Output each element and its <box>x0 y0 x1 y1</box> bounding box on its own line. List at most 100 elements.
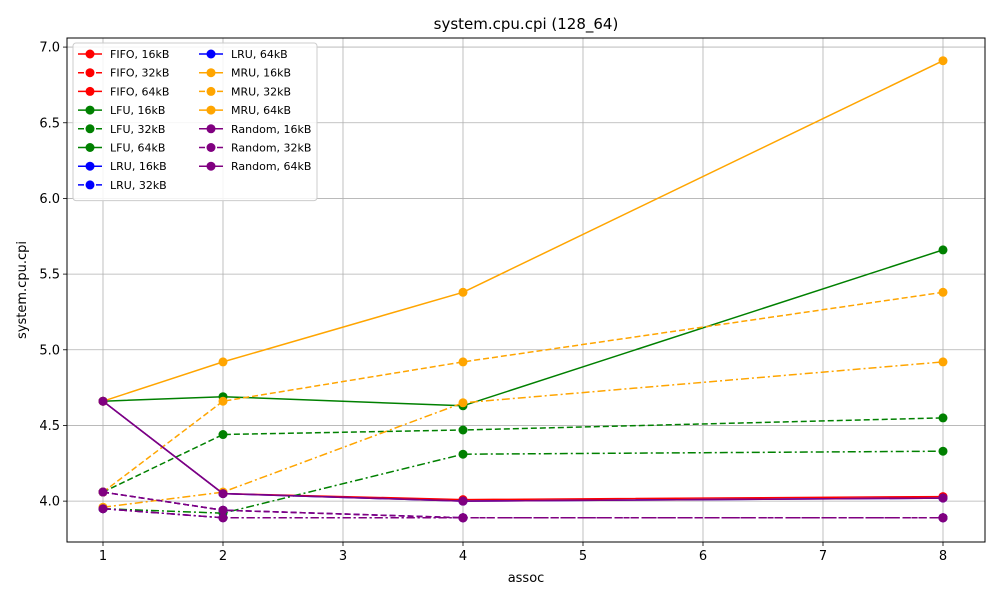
legend-label: Random, 32kB <box>231 142 311 155</box>
series-line-mru-16kb <box>102 60 944 402</box>
data-point-random-32kb <box>98 487 108 497</box>
x-tick-label: 5 <box>579 549 587 564</box>
x-tick-label: 1 <box>99 549 107 564</box>
series-line-random-16kb <box>102 400 944 502</box>
data-point-lfu-32kb <box>458 425 468 435</box>
legend-item-random-32kb: Random, 32kB <box>199 142 311 155</box>
axis-ticks: 1 2 3 4 5 6 7 8 4.0 4.5 5.0 5.5 6.0 6.5 7.0 <box>39 41 947 564</box>
legend-label: FIFO, 64kB <box>110 85 169 98</box>
legend-marker <box>206 86 216 96</box>
legend-label: Random, 64kB <box>231 160 311 173</box>
data-point-random-32kb <box>218 505 228 515</box>
legend-label: LFU, 64kB <box>110 142 165 155</box>
y-tick-label: 6.5 <box>39 116 60 131</box>
y-tick-label: 5.5 <box>39 268 60 283</box>
series-line-random-64kb <box>102 507 943 519</box>
data-point-lfu-64kb <box>938 446 948 456</box>
data-point-random-16kb <box>98 396 108 406</box>
plot-frame <box>66 37 986 543</box>
legend-label: FIFO, 16kB <box>110 48 169 61</box>
data-point-lfu-16kb <box>938 245 948 255</box>
legend-item-lfu-64kb: LFU, 64kB <box>78 142 165 155</box>
x-axis-label: assoc <box>508 571 545 586</box>
grid-lines <box>67 38 985 542</box>
series-lines <box>98 56 948 523</box>
legend-label: LRU, 32kB <box>110 179 167 192</box>
data-point-mru-32kb <box>458 357 468 367</box>
data-point-mru-16kb <box>938 56 948 66</box>
legend-marker <box>206 143 216 152</box>
legend-label: LFU, 32kB <box>110 123 165 136</box>
legend-marker <box>85 86 95 96</box>
legend-item-lfu-16kb: LFU, 16kB <box>78 104 165 117</box>
data-point-random-64kb <box>218 513 228 523</box>
legend-marker <box>85 105 95 115</box>
x-tick-label: 7 <box>819 549 827 564</box>
data-point-mru-32kb <box>938 287 948 297</box>
legend-label: FIFO, 32kB <box>110 67 169 80</box>
x-tick-label: 4 <box>459 549 467 564</box>
legend-item-mru-16kb: MRU, 16kB <box>199 67 291 80</box>
data-point-mru-64kb <box>458 398 468 408</box>
legend-label: LRU, 64kB <box>231 48 288 61</box>
legend-item-lfu-32kb: LFU, 32kB <box>78 123 165 136</box>
legend-label: MRU, 16kB <box>231 67 291 80</box>
data-point-mru-16kb <box>218 357 228 367</box>
x-tick-label: 8 <box>939 549 947 564</box>
legend-marker <box>85 124 95 134</box>
legend-marker <box>206 124 216 134</box>
legend-label: MRU, 64kB <box>231 104 291 117</box>
legend-marker <box>85 143 95 152</box>
y-tick-label: 7.0 <box>39 41 60 56</box>
series-random-16kb <box>98 396 948 506</box>
data-point-random-64kb <box>458 513 468 523</box>
data-point-random-16kb <box>218 489 228 499</box>
legend-item-lru-64kb: LRU, 64kB <box>199 48 288 61</box>
data-point-mru-32kb <box>218 396 228 406</box>
legend-item-fifo-64kb: FIFO, 64kB <box>78 85 169 98</box>
legend-marker <box>85 49 95 59</box>
legend: FIFO, 16kB FIFO, 32kB FIFO, 64kB LFU, 16kB L… <box>72 42 318 202</box>
x-tick-label: 3 <box>339 549 347 564</box>
data-point-mru-64kb <box>938 357 948 367</box>
legend-label: LRU, 16kB <box>110 160 167 173</box>
legend-marker <box>85 68 95 78</box>
legend-label: MRU, 32kB <box>231 85 291 98</box>
data-point-random-16kb <box>938 493 948 503</box>
legend-marker <box>85 161 95 171</box>
series-random-64kb <box>98 504 948 523</box>
x-tick-label: 2 <box>219 549 227 564</box>
data-point-mru-16kb <box>458 287 468 297</box>
legend-marker <box>206 161 216 171</box>
legend-item-random-64kb: Random, 64kB <box>199 160 311 173</box>
legend-marker <box>206 68 216 78</box>
y-axis-label: system.cpu.cpi <box>15 241 30 339</box>
data-point-random-64kb <box>938 513 948 523</box>
chart-title: system.cpu.cpi (128_64) <box>434 15 619 34</box>
data-point-random-64kb <box>98 504 108 514</box>
y-tick-label: 6.0 <box>39 192 60 207</box>
data-point-lfu-32kb <box>218 430 228 440</box>
legend-item-fifo-32kb: FIFO, 32kB <box>78 67 169 80</box>
legend-box <box>72 42 318 202</box>
legend-label: Random, 16kB <box>231 123 311 136</box>
legend-item-lru-16kb: LRU, 16kB <box>78 160 167 173</box>
legend-item-fifo-16kb: FIFO, 16kB <box>78 48 169 61</box>
data-point-random-16kb <box>458 496 468 506</box>
y-tick-label: 4.5 <box>39 419 60 434</box>
legend-item-lru-32kb: LRU, 32kB <box>78 179 167 192</box>
data-point-lfu-32kb <box>938 413 948 423</box>
series-line-lfu-16kb <box>102 249 944 407</box>
y-tick-label: 4.0 <box>39 495 60 510</box>
legend-item-mru-32kb: MRU, 32kB <box>199 85 291 98</box>
y-tick-label: 5.0 <box>39 343 60 358</box>
x-tick-label: 6 <box>699 549 707 564</box>
data-point-lfu-64kb <box>458 449 468 459</box>
series-line-mru-64kb <box>102 361 944 508</box>
series-mru-16kb <box>98 56 948 406</box>
series-line-lfu-32kb <box>102 417 944 493</box>
legend-label: LFU, 16kB <box>110 104 165 117</box>
legend-marker <box>206 49 216 59</box>
